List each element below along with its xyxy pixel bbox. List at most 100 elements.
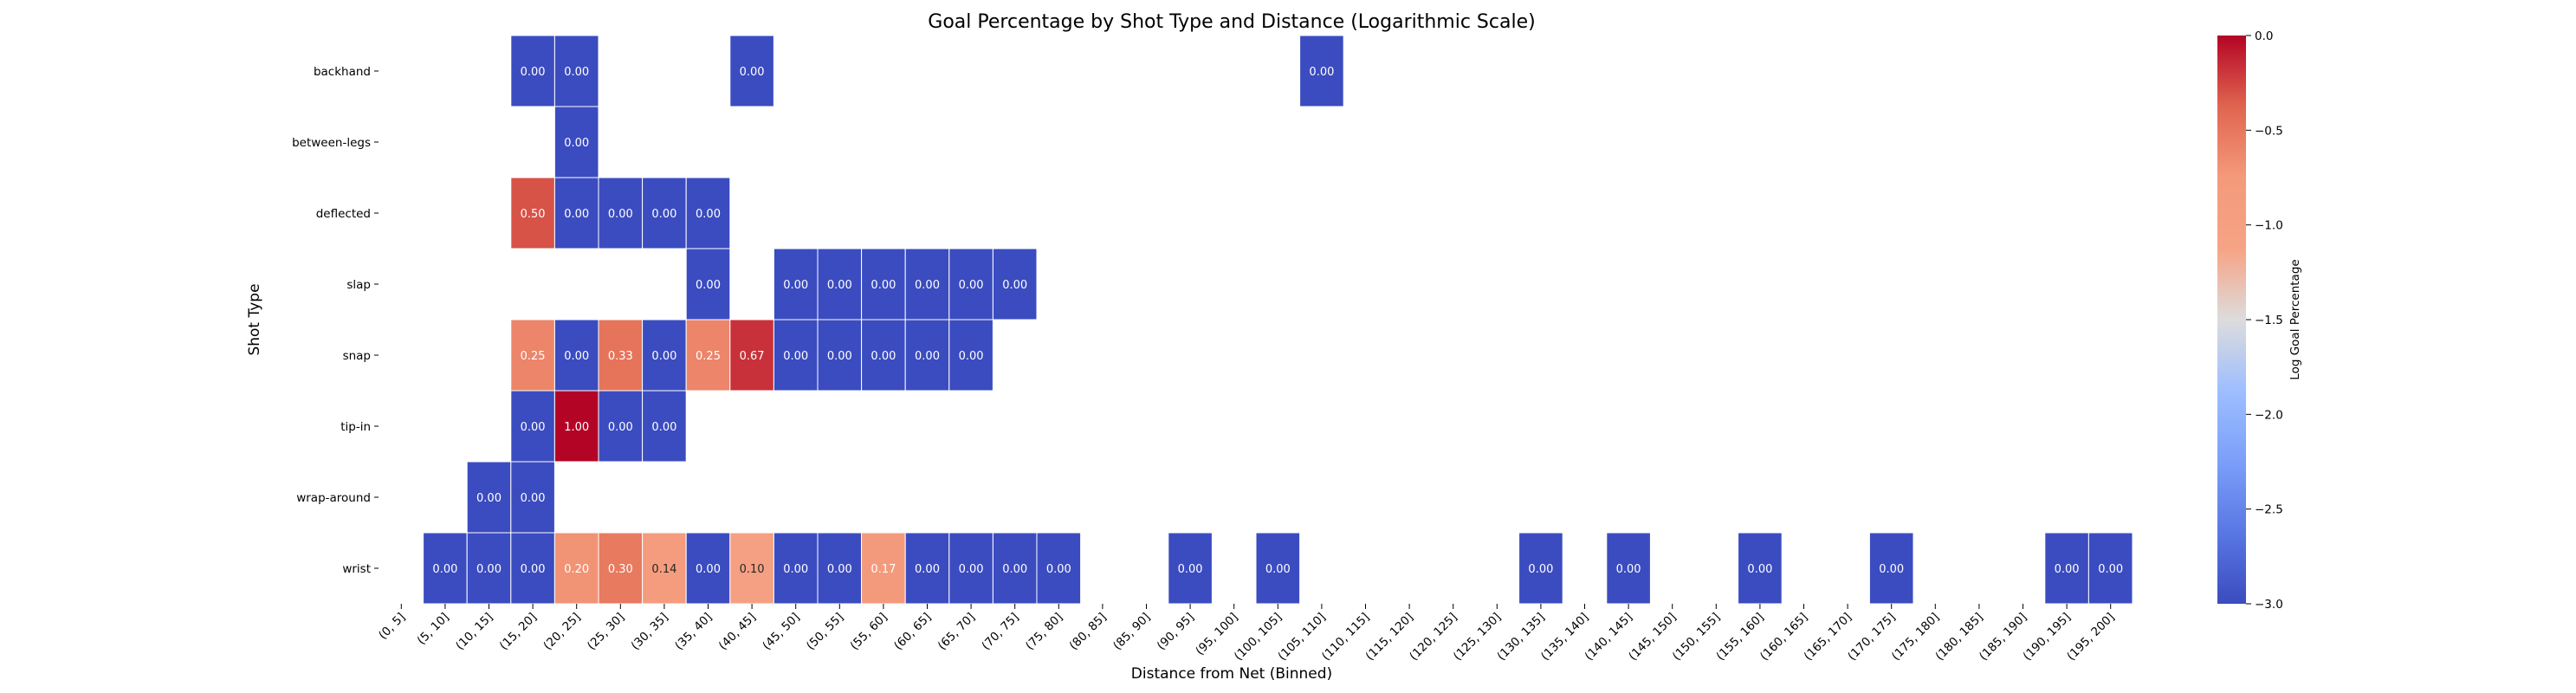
heatmap-cell xyxy=(1255,532,1301,605)
x-tick-label: (35, 40] xyxy=(672,611,715,653)
heatmap-cell-label: 0.00 xyxy=(827,350,852,363)
heatmap-cell-label: 0.00 xyxy=(651,421,676,434)
heatmap-cell xyxy=(553,319,599,392)
heatmap-cell xyxy=(729,319,774,392)
heatmap-cell xyxy=(510,390,555,463)
heatmap-cell xyxy=(685,177,731,249)
heatmap-cell-label: 0.00 xyxy=(871,279,896,292)
heatmap-cell-label: 0.00 xyxy=(1002,279,1027,292)
heatmap-cell xyxy=(1738,532,1783,605)
x-tick-label: (10, 15] xyxy=(453,611,495,653)
y-tick-label: wrap-around xyxy=(296,491,371,505)
colorbar-tick-label: −2.5 xyxy=(2255,503,2283,517)
heatmap-cell xyxy=(685,319,731,392)
heatmap-cell xyxy=(642,177,687,249)
heatmap-cell-label: 0.17 xyxy=(871,563,896,576)
x-tick-label: (85, 90] xyxy=(1110,611,1153,653)
heatmap-cell-label: 0.00 xyxy=(783,563,808,576)
heatmap-cell xyxy=(553,177,599,249)
heatmap-cell-label: 0.00 xyxy=(1265,563,1291,576)
heatmap-cell xyxy=(510,319,555,392)
heatmap-cell xyxy=(992,248,1038,321)
heatmap-cell xyxy=(598,390,644,463)
x-tick-label: (80, 85] xyxy=(1067,611,1110,653)
y-tick-label: deflected xyxy=(316,207,371,221)
heatmap-cell xyxy=(992,532,1038,605)
heatmap-cell xyxy=(510,177,555,249)
heatmap-cell-label: 0.00 xyxy=(827,279,852,292)
heatmap-cell-label: 0.30 xyxy=(608,563,633,576)
heatmap-cell-label: 0.00 xyxy=(1528,563,1553,576)
heatmap-cell xyxy=(904,532,950,605)
heatmap-cell-label: 0.00 xyxy=(915,563,940,576)
heatmap-cell-label: 0.00 xyxy=(2098,563,2123,576)
heatmap-cell-label: 1.00 xyxy=(564,421,589,434)
heatmap-cell xyxy=(1606,532,1651,605)
colorbar-tick-label: −1.0 xyxy=(2255,219,2283,233)
heatmap-cell xyxy=(510,35,555,107)
heatmap-cell-label: 0.33 xyxy=(608,350,633,363)
y-tick-label: between-legs xyxy=(292,136,371,150)
heatmap-cell xyxy=(598,319,644,392)
heatmap-cell-label: 0.00 xyxy=(959,350,984,363)
heatmap-cell-label: 0.25 xyxy=(521,350,546,363)
heatmap-cell-label: 0.00 xyxy=(521,563,546,576)
x-axis-ticks: (0, 5] (5, 10] (10, 15] (15, 20] (20, 25] (25… xyxy=(376,604,2118,664)
x-tick-label: (40, 45] xyxy=(716,611,759,653)
heatmap-cell-label: 0.00 xyxy=(1309,66,1334,79)
heatmap-cell-label: 0.00 xyxy=(608,208,633,221)
heatmap-cell-label: 0.00 xyxy=(1879,563,1904,576)
heatmap-cell-label: 0.00 xyxy=(959,279,984,292)
heatmap-cells: 0.00 0.00 0.00 0.00 0.00 0.50 0.00 0.00 0.00 0.00… xyxy=(423,35,2133,605)
x-tick-label: (60, 65] xyxy=(891,611,934,653)
heatmap-cell-label: 0.25 xyxy=(696,350,721,363)
heatmap-cell-label: 0.00 xyxy=(740,66,765,79)
heatmap-cell xyxy=(1299,35,1344,107)
colorbar-tick-label: 0.0 xyxy=(2255,29,2273,43)
x-tick-label: (70, 75] xyxy=(979,611,1021,653)
y-axis-label: Shot Type xyxy=(246,283,263,355)
heatmap-cell-label: 0.00 xyxy=(608,421,633,434)
heatmap-cell xyxy=(773,248,819,321)
heatmap-cell xyxy=(1168,532,1213,605)
heatmap-cell-label: 0.10 xyxy=(740,563,765,576)
heatmap-cell-label: 0.14 xyxy=(651,563,676,576)
heatmap-cell-label: 0.00 xyxy=(696,208,721,221)
heatmap-cell-label: 0.00 xyxy=(564,208,589,221)
heatmap-cell-label: 0.00 xyxy=(915,350,940,363)
colorbar-tick-label: −2.0 xyxy=(2255,408,2283,422)
x-axis-label: Distance from Net (Binned) xyxy=(1131,665,1332,683)
y-tick-label: wrist xyxy=(342,562,371,576)
x-tick-label: (25, 30] xyxy=(585,611,627,653)
colorbar: 0.0 −0.5 −1.0 −1.5 −2.0 −2.5 −3.0 Log Goal Per… xyxy=(2217,29,2302,612)
heatmap-cell-label: 0.00 xyxy=(1046,563,1071,576)
x-tick-label: (15, 20] xyxy=(497,611,540,653)
y-axis-ticks: backhand between-legs deflected slap snap tip… xyxy=(292,65,379,576)
heatmap-cell xyxy=(642,319,687,392)
heatmap-cell-label: 0.00 xyxy=(696,279,721,292)
heatmap-cell xyxy=(948,248,994,321)
x-tick-label: (195, 200] xyxy=(2064,611,2117,664)
heatmap-cell-label: 0.00 xyxy=(564,350,589,363)
heatmap-cell-label: 0.00 xyxy=(521,421,546,434)
chart-title: Goal Percentage by Shot Type and Distanc… xyxy=(928,11,1535,33)
heatmap-cell-label: 0.00 xyxy=(651,208,676,221)
x-tick-label: (20, 25] xyxy=(540,611,583,653)
heatmap-cell xyxy=(729,35,774,107)
y-tick-label: backhand xyxy=(314,65,371,79)
heatmap-cell-label: 0.00 xyxy=(871,350,896,363)
heatmap-cell-label: 0.00 xyxy=(1616,563,1641,576)
colorbar-gradient xyxy=(2217,36,2246,604)
heatmap-cell-label: 0.00 xyxy=(564,66,589,79)
heatmap-cell-label: 0.00 xyxy=(1178,563,1203,576)
heatmap-cell xyxy=(817,319,863,392)
y-tick-label: slap xyxy=(346,278,371,292)
heatmap-cell xyxy=(773,532,819,605)
heatmap-cell xyxy=(642,532,687,605)
heatmap-cell-label: 0.67 xyxy=(740,350,765,363)
heatmap-cell xyxy=(861,248,906,321)
heatmap-cell xyxy=(598,177,644,249)
colorbar-ticks: 0.0 −0.5 −1.0 −1.5 −2.0 −2.5 −3.0 xyxy=(2246,29,2283,612)
y-tick-label: tip-in xyxy=(340,420,371,434)
